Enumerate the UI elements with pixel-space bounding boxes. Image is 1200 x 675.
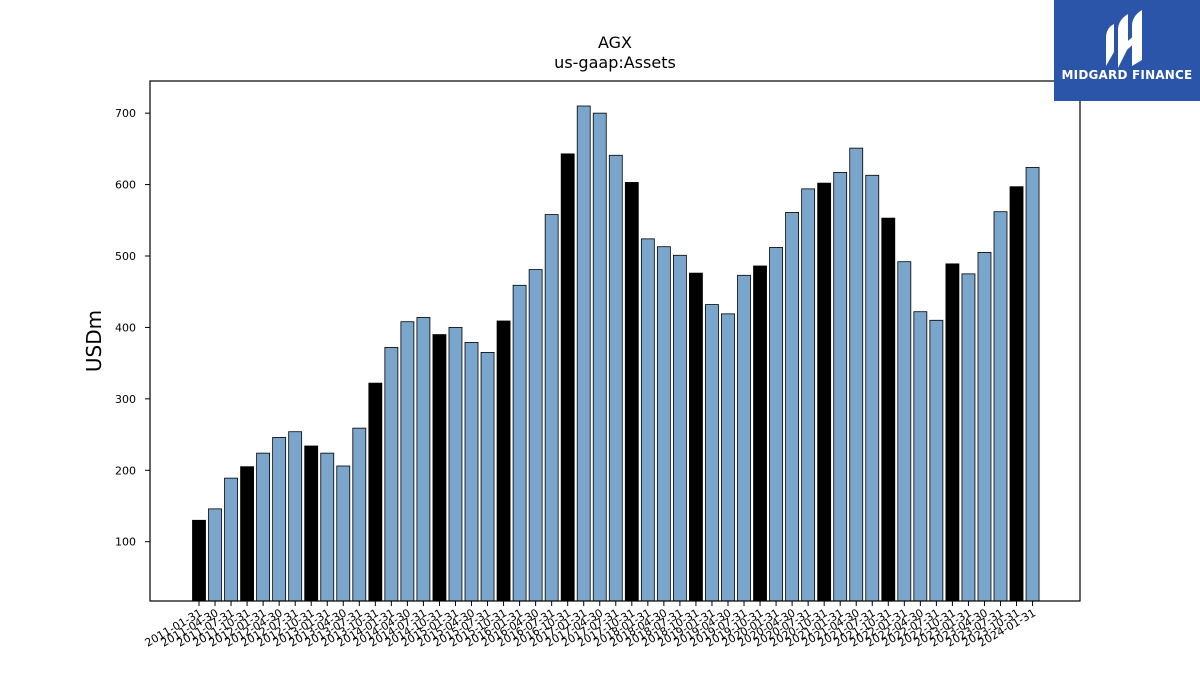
bar <box>288 431 303 602</box>
brand-logo: MIDGARD FINANCE <box>1054 0 1200 101</box>
bar <box>737 274 751 602</box>
plot-frame <box>149 80 1081 602</box>
bar <box>224 477 238 602</box>
bar <box>1025 167 1040 602</box>
bar <box>977 252 992 602</box>
midgard-logo-icon <box>1106 10 1142 68</box>
bar <box>240 466 254 602</box>
bar <box>640 238 655 602</box>
bar <box>961 273 976 602</box>
bar <box>881 217 896 602</box>
bar <box>656 246 671 602</box>
bar <box>721 313 735 602</box>
bar <box>592 112 607 602</box>
bar <box>945 263 960 602</box>
bar <box>480 352 495 602</box>
bar <box>801 188 816 602</box>
bar <box>208 508 222 602</box>
bar <box>464 342 479 602</box>
bar <box>560 153 575 602</box>
bar <box>320 452 335 602</box>
bar <box>833 172 848 602</box>
bar <box>496 320 511 602</box>
bar <box>272 437 287 602</box>
bar <box>368 382 383 602</box>
bar <box>705 304 719 602</box>
bar <box>192 519 206 602</box>
bar <box>448 327 463 602</box>
bar <box>512 284 527 602</box>
bar <box>1009 186 1024 602</box>
bar <box>528 269 543 602</box>
bar <box>689 272 703 602</box>
bar <box>608 154 623 602</box>
y-tick-label: 400 <box>115 321 136 334</box>
chart-subtitle: us-gaap:Assets <box>554 53 676 72</box>
bar <box>576 105 591 602</box>
y-tick-label: 200 <box>115 464 136 477</box>
bar <box>544 214 559 602</box>
y-tick-label: 700 <box>115 107 136 120</box>
bar <box>624 182 639 602</box>
bar <box>769 247 783 602</box>
bar <box>929 319 944 602</box>
bar <box>785 212 800 602</box>
bar <box>384 347 399 602</box>
bar <box>913 311 928 602</box>
bar <box>304 445 319 602</box>
bar <box>400 321 415 602</box>
chart-title: AGX <box>598 33 632 52</box>
bar <box>993 211 1008 602</box>
bar <box>336 465 351 602</box>
bar <box>416 317 431 602</box>
y-tick-label: 100 <box>115 536 136 549</box>
y-tick-label: 300 <box>115 393 136 406</box>
y-tick-label: 600 <box>115 179 136 192</box>
y-axis-label: USDm <box>82 310 106 372</box>
y-tick-label: 500 <box>115 250 136 263</box>
bar <box>256 452 271 602</box>
bar <box>352 427 367 602</box>
bar <box>849 147 864 602</box>
bar <box>865 174 880 602</box>
bar <box>817 182 832 602</box>
logo-text: MIDGARD FINANCE <box>1061 68 1193 82</box>
bar <box>673 254 687 602</box>
bar <box>753 265 767 602</box>
bar <box>432 334 447 602</box>
bar <box>897 261 912 602</box>
